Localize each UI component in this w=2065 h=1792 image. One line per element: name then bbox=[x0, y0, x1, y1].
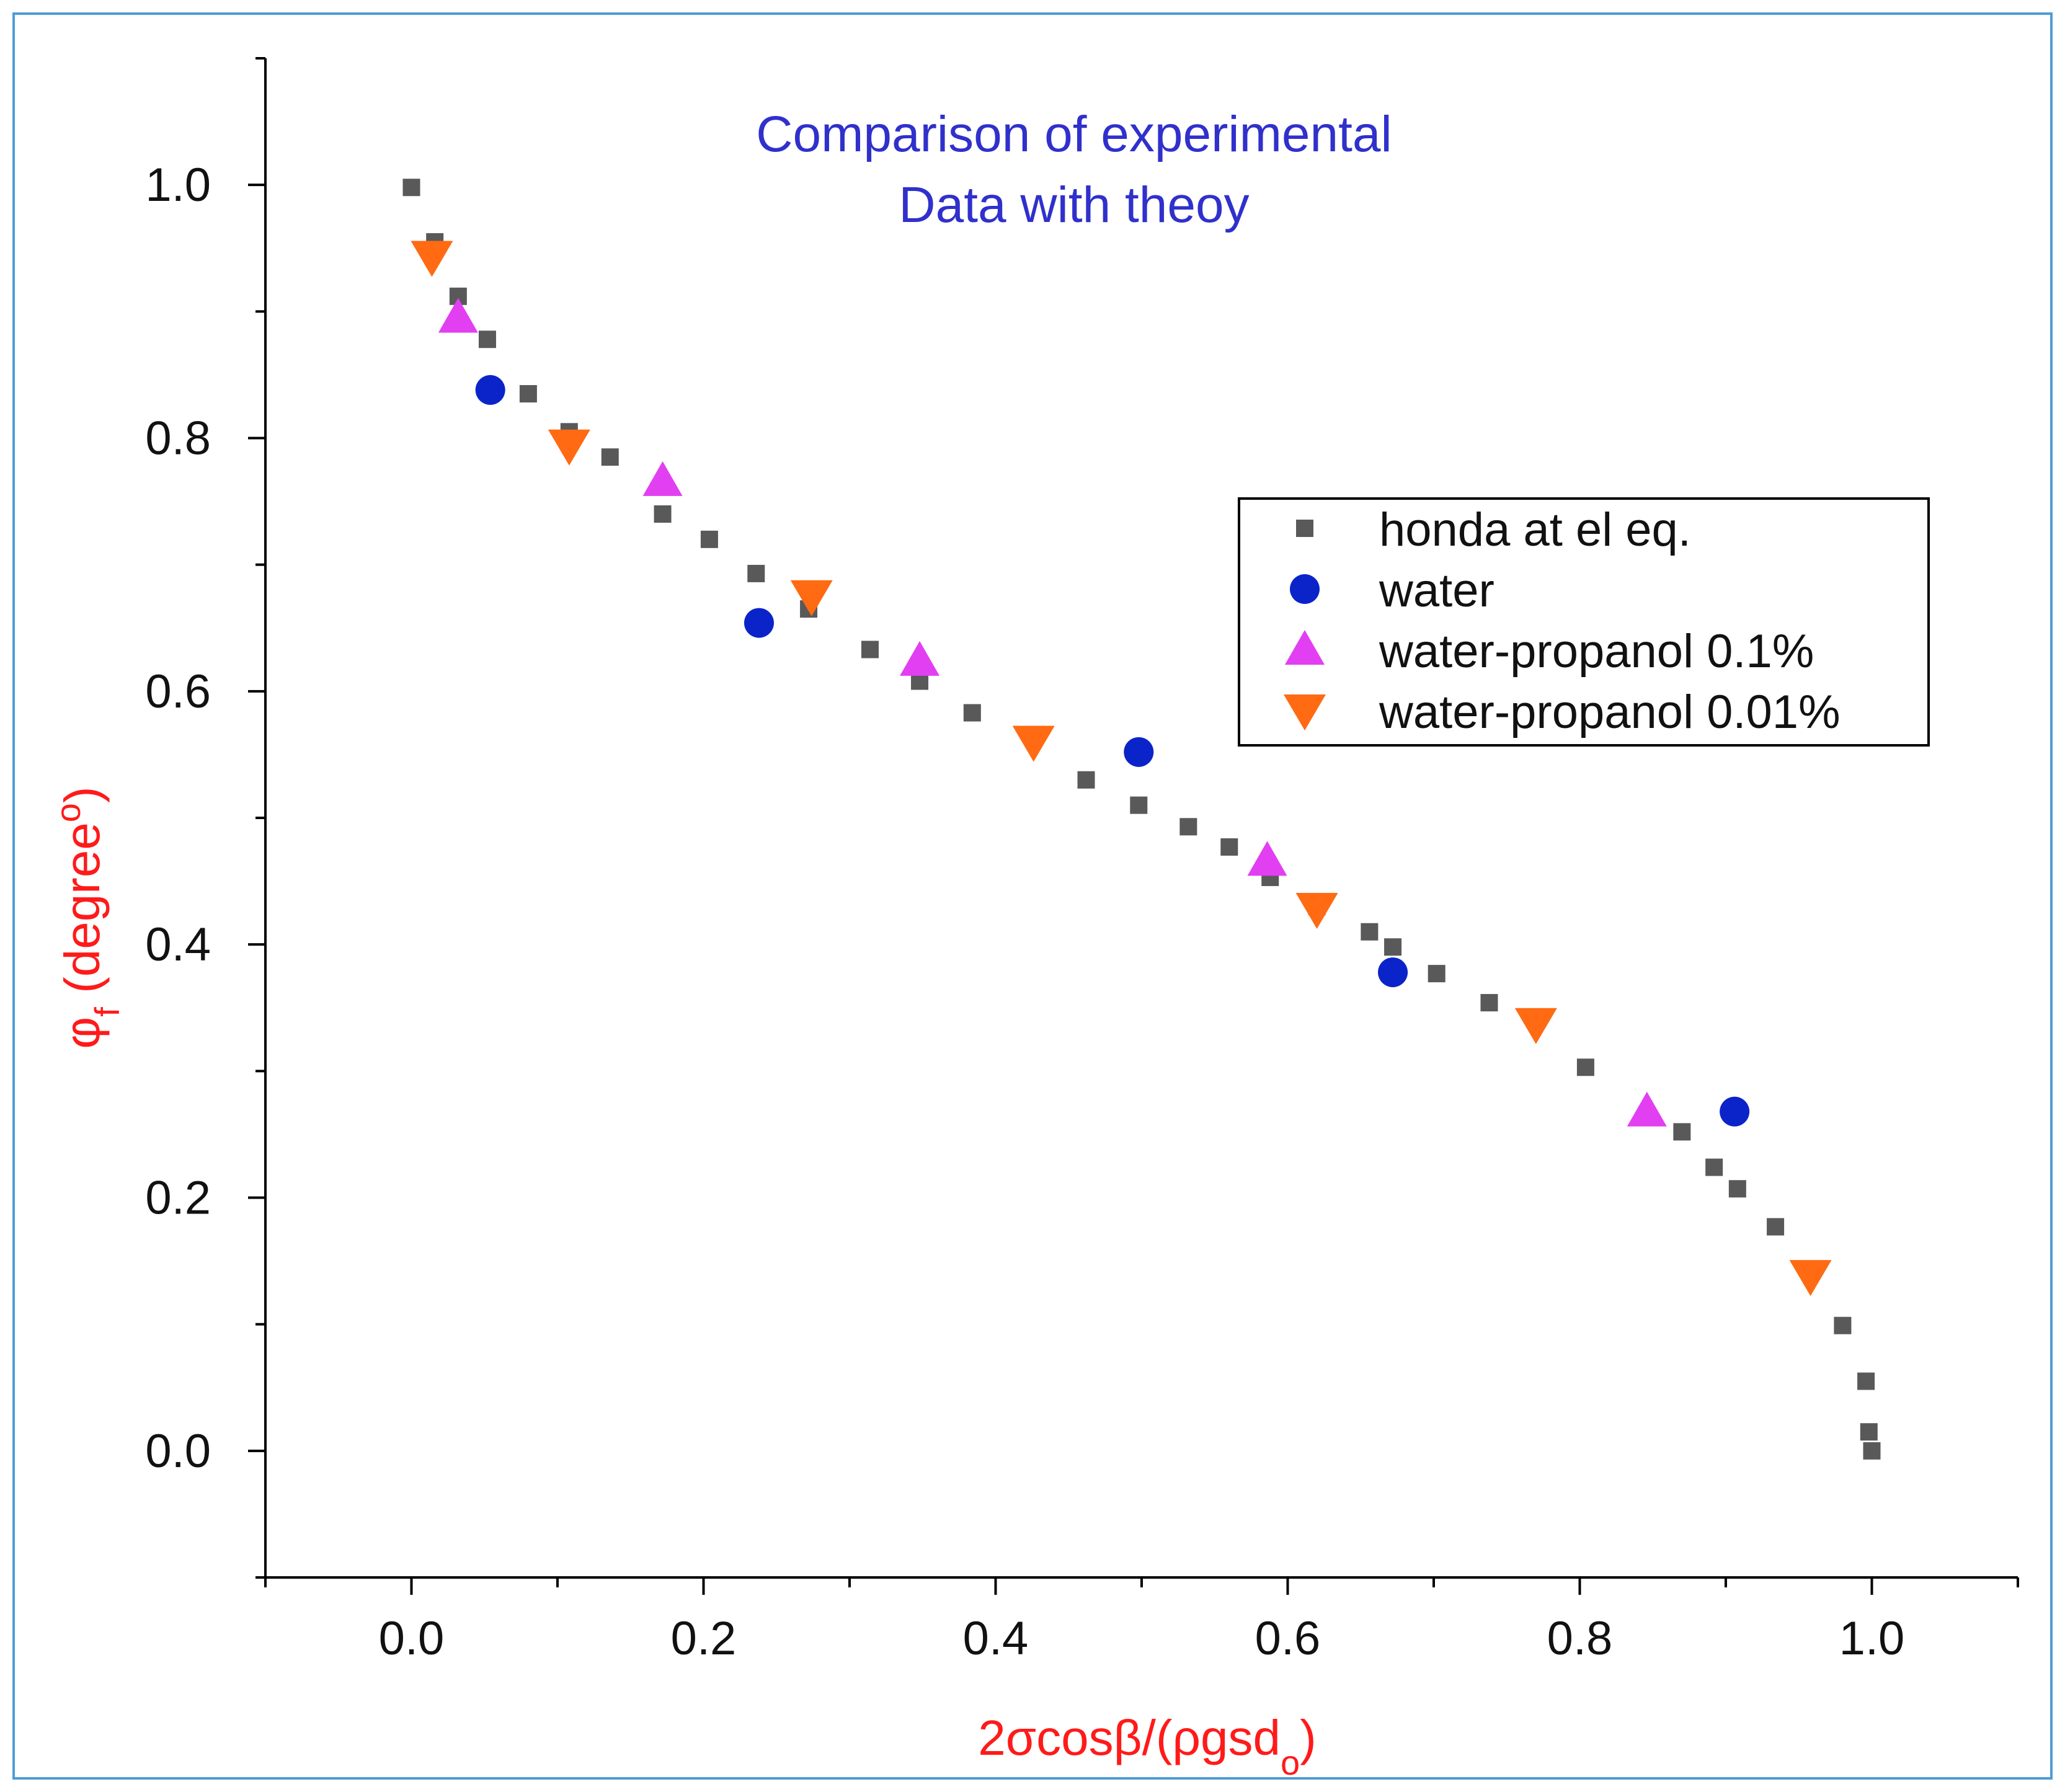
x-tick-label: 0.0 bbox=[379, 1612, 445, 1665]
data-point bbox=[1480, 994, 1498, 1012]
legend-box bbox=[1238, 497, 1930, 747]
data-points bbox=[402, 179, 1881, 1460]
data-point bbox=[601, 448, 619, 466]
data-point bbox=[1720, 1096, 1750, 1127]
plot-axes bbox=[248, 57, 2019, 1595]
y-axis-label-sub: f bbox=[87, 1007, 127, 1017]
data-point bbox=[438, 298, 478, 333]
data-point bbox=[790, 580, 833, 616]
x-tick-label: 0.8 bbox=[1547, 1612, 1613, 1665]
x-tick-label: 0.2 bbox=[671, 1612, 737, 1665]
x-axis-label-main: 2σcosβ/(ρgsd bbox=[978, 1710, 1281, 1765]
figure-border bbox=[12, 12, 2053, 1780]
data-point bbox=[1705, 1158, 1723, 1176]
data-point bbox=[1789, 1260, 1832, 1297]
data-point bbox=[654, 505, 672, 523]
series-2 bbox=[438, 298, 1667, 1127]
x-axis-label-end: ) bbox=[1300, 1710, 1317, 1765]
data-point bbox=[478, 330, 496, 348]
data-point bbox=[1673, 1123, 1691, 1141]
legend-label: water bbox=[1379, 564, 1494, 617]
data-point bbox=[900, 641, 940, 676]
data-point bbox=[548, 429, 590, 466]
data-point bbox=[1378, 957, 1408, 988]
data-point bbox=[1179, 818, 1197, 836]
legend-marker bbox=[1296, 520, 1313, 537]
data-point bbox=[1627, 1091, 1667, 1127]
data-point bbox=[1576, 1058, 1594, 1076]
data-point bbox=[1130, 796, 1148, 814]
data-point bbox=[1361, 923, 1379, 941]
y-axis-label-sup: o bbox=[48, 803, 87, 822]
data-point bbox=[1860, 1423, 1878, 1441]
data-point bbox=[1384, 938, 1402, 956]
x-tick-label: 0.6 bbox=[1255, 1612, 1321, 1665]
legend-label: water-propanol 0.01% bbox=[1379, 686, 1841, 739]
legend-label: honda at el eq. bbox=[1379, 503, 1691, 556]
x-tick-label: 0.4 bbox=[963, 1612, 1029, 1665]
x-tick-label: 1.0 bbox=[1839, 1612, 1905, 1665]
y-axis-label-main: φ bbox=[55, 1017, 110, 1049]
series-1 bbox=[475, 375, 1750, 1127]
legend: honda at el eq. water water-propanol 0.1% w… bbox=[1238, 497, 1930, 747]
data-point bbox=[1767, 1218, 1785, 1236]
data-point bbox=[1857, 1372, 1875, 1390]
data-point bbox=[700, 530, 718, 548]
data-point bbox=[1863, 1442, 1881, 1460]
data-point bbox=[747, 564, 765, 582]
data-point bbox=[861, 641, 879, 659]
data-point bbox=[1514, 1008, 1557, 1044]
y-axis-label-end: ) bbox=[55, 786, 110, 803]
y-tick-label: 0.8 bbox=[145, 412, 211, 465]
data-point bbox=[1728, 1180, 1746, 1198]
data-point bbox=[1428, 965, 1446, 983]
data-point bbox=[475, 375, 505, 405]
chart-title-line-1: Comparison of experimental bbox=[756, 106, 1392, 162]
data-point bbox=[642, 461, 683, 496]
x-axis-label: 2σcosβ/(ρgsdo) bbox=[978, 1710, 1317, 1782]
series-3 bbox=[411, 241, 1832, 1297]
data-point bbox=[1220, 838, 1238, 856]
data-point bbox=[411, 241, 453, 277]
data-point bbox=[1295, 893, 1338, 929]
legend-marker bbox=[1290, 574, 1320, 604]
data-point bbox=[1012, 725, 1055, 762]
legend-marker bbox=[1284, 694, 1326, 730]
data-point bbox=[402, 179, 420, 197]
data-point bbox=[963, 704, 981, 722]
legend-label: water-propanol 0.1% bbox=[1379, 625, 1814, 678]
y-axis-label: φf (degreeo) bbox=[48, 786, 127, 1049]
y-tick-label: 0.4 bbox=[145, 918, 211, 971]
y-tick-label: 0.0 bbox=[145, 1425, 211, 1478]
y-tick-label: 1.0 bbox=[145, 159, 211, 211]
tick-labels: 0.0 0.2 0.4 0.6 0.8 1.0 0.0 0.2 0.4 0.6 0.8 1.0 bbox=[145, 159, 1904, 1665]
y-tick-label: 0.6 bbox=[145, 665, 211, 718]
legend-marker bbox=[1285, 630, 1325, 665]
data-point bbox=[1124, 737, 1154, 767]
data-point bbox=[519, 385, 537, 403]
data-point bbox=[1247, 841, 1287, 876]
chart-title-line-2: Data with theoy bbox=[899, 177, 1249, 233]
x-axis-label-sub: o bbox=[1281, 1743, 1300, 1782]
data-point bbox=[1077, 771, 1095, 789]
y-tick-label: 0.2 bbox=[145, 1172, 211, 1225]
data-point bbox=[744, 608, 774, 638]
data-point bbox=[1834, 1316, 1852, 1334]
y-axis-label-rest: (degree bbox=[55, 822, 110, 1007]
